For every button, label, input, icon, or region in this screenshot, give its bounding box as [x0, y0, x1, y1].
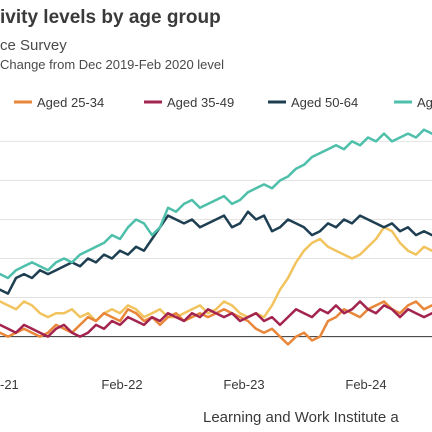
- series-line-4: [0, 128, 432, 280]
- legend-label-1: Aged 25-34: [37, 95, 104, 110]
- chart-title: ivity levels by age group: [0, 7, 221, 28]
- x-tick-label: -21: [0, 377, 19, 392]
- series-line-3: [0, 210, 432, 295]
- x-tick-label: Feb-22: [101, 377, 142, 392]
- legend-label-2: Aged 35-49: [167, 95, 234, 110]
- x-tick-label: Feb-23: [223, 377, 264, 392]
- chart-subtitle: ce Survey: [0, 37, 67, 54]
- source-credit: Learning and Work Institute a: [203, 409, 399, 426]
- series-line-0: [0, 226, 432, 323]
- legend-label-3: Aged 50-64: [291, 95, 358, 110]
- legend-label-4: Ag: [417, 95, 432, 110]
- x-tick-label: Feb-24: [345, 377, 386, 392]
- series-line-2: [0, 300, 432, 338]
- chart-subtitle-note: Change from Dec 2019-Feb 2020 level: [0, 57, 225, 72]
